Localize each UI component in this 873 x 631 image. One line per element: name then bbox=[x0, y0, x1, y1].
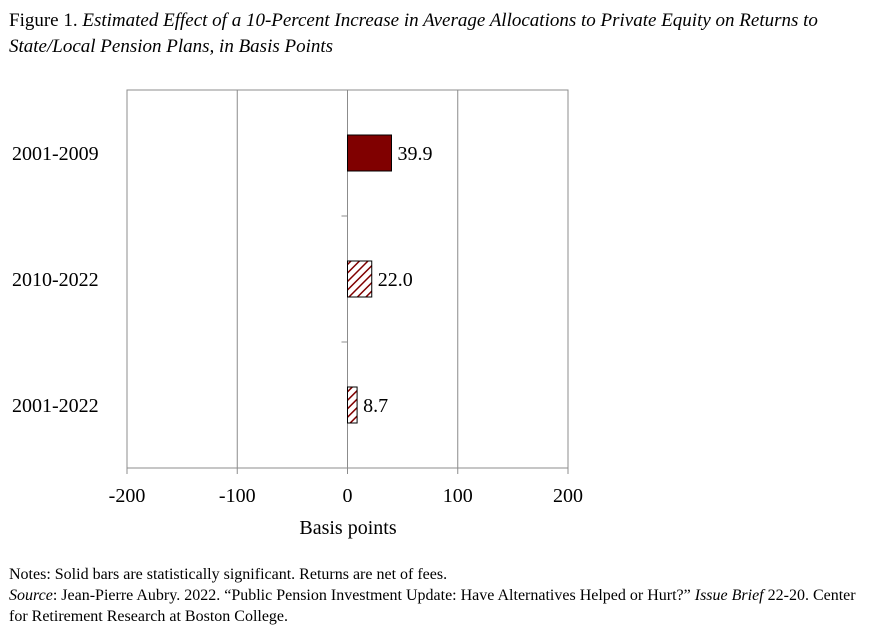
category-label: 2001-2009 bbox=[12, 143, 99, 165]
source-line: Source: Jean-Pierre Aubry. 2022. “Public… bbox=[9, 585, 869, 627]
category-label: 2010-2022 bbox=[12, 269, 99, 291]
x-axis-title: Basis points bbox=[299, 517, 396, 539]
labels: -200 -100 0 100 200 39.9 2001-2009 22.0 2010-202… bbox=[12, 143, 583, 507]
notes-line: Notes: Solid bars are statistically sign… bbox=[9, 566, 448, 583]
data-label: 39.9 bbox=[397, 143, 432, 165]
bar bbox=[347, 134, 392, 172]
figure-title-text: Estimated Effect of a 10-Percent Increas… bbox=[9, 10, 818, 57]
category-label: 2001-2022 bbox=[12, 395, 99, 417]
x-tick-label: 100 bbox=[443, 485, 473, 507]
data-label: 22.0 bbox=[378, 269, 413, 291]
x-tick-label: -200 bbox=[109, 485, 146, 507]
x-tick-label: 0 bbox=[343, 485, 353, 507]
bar bbox=[347, 260, 373, 298]
notes: Notes: Solid bars are statistically sign… bbox=[9, 564, 869, 627]
data-label: 8.7 bbox=[363, 395, 388, 417]
source-text-2: 22-20. Center for Retirement Research at… bbox=[9, 587, 856, 625]
bars bbox=[347, 134, 392, 424]
figure-label: Figure 1. bbox=[9, 10, 78, 31]
bar-chart: -200 -100 0 100 200 39.9 2001-2009 22.0 2010-202… bbox=[12, 89, 583, 539]
source-italic: Issue Brief bbox=[694, 587, 764, 604]
figure-title: Figure 1. Estimated Effect of a 10-Perce… bbox=[9, 8, 869, 60]
source-label: Source bbox=[9, 587, 53, 604]
x-tick-label: -100 bbox=[219, 485, 256, 507]
source-text-1: : Jean-Pierre Aubry. 2022. “Public Pensi… bbox=[52, 587, 695, 604]
bar bbox=[347, 386, 358, 424]
x-tick-label: 200 bbox=[553, 485, 583, 507]
